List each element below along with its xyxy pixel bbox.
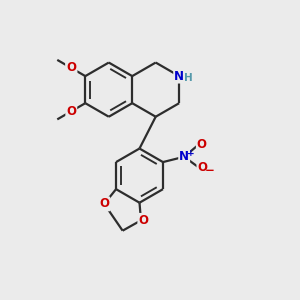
Text: O: O: [66, 105, 76, 118]
Text: H: H: [184, 73, 192, 82]
Text: N: N: [179, 150, 189, 163]
Text: O: O: [197, 138, 207, 151]
Text: O: O: [99, 197, 109, 210]
Text: O: O: [138, 214, 148, 227]
Text: N: N: [174, 70, 184, 83]
Text: +: +: [187, 149, 194, 158]
Text: O: O: [66, 61, 76, 74]
Text: −: −: [205, 164, 215, 177]
Text: O: O: [66, 61, 76, 74]
Text: O: O: [197, 161, 207, 175]
